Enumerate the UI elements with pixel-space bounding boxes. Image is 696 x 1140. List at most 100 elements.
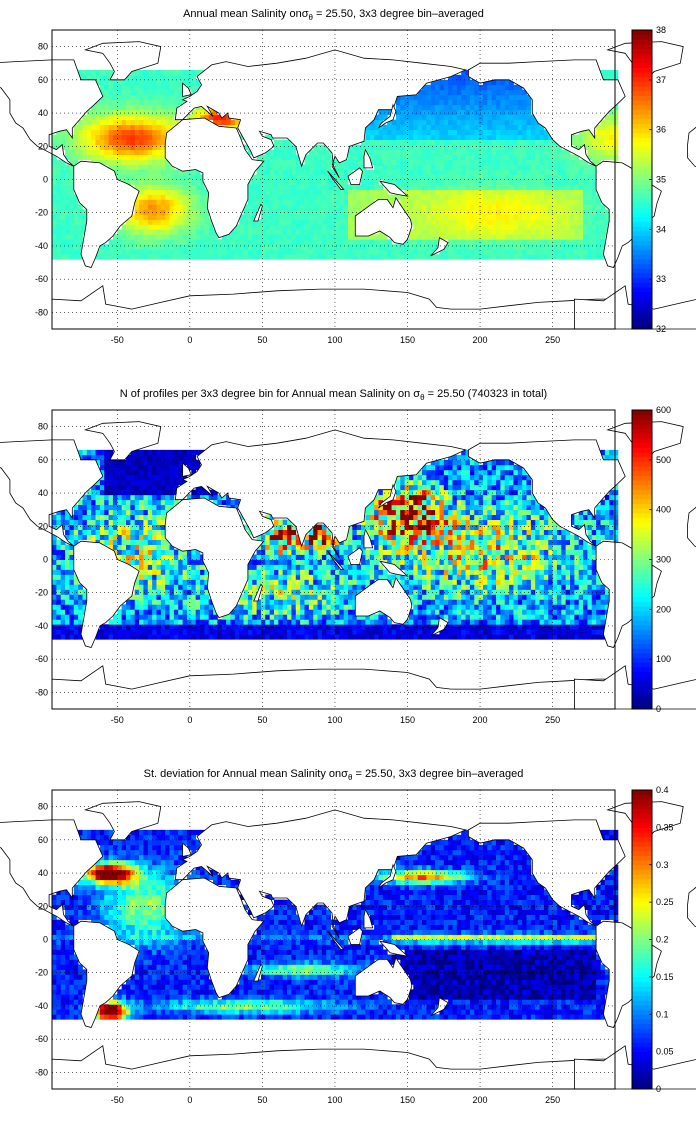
heatmap-cell (65, 584, 70, 590)
heatmap-cell (352, 629, 358, 635)
heatmap-cell (352, 249, 358, 255)
heatmap-cell (308, 574, 314, 580)
heatmap-cell (539, 574, 545, 580)
heatmap-cell (587, 234, 593, 240)
heatmap-cell (317, 599, 323, 605)
heatmap-cell (182, 189, 188, 195)
heatmap-cell (352, 219, 358, 225)
heatmap-cell (404, 564, 410, 570)
heatmap-cell (143, 254, 149, 260)
heatmap-cell (478, 569, 484, 575)
heatmap-cell (156, 144, 162, 150)
heatmap-cell (334, 254, 340, 260)
heatmap-cell (126, 634, 131, 640)
heatmap-cell (548, 219, 553, 225)
heatmap-cell (400, 134, 405, 141)
heatmap-cell (195, 109, 201, 116)
heatmap-cell (513, 99, 519, 106)
heatmap-cell (535, 219, 540, 225)
heatmap-cell (295, 224, 301, 230)
heatmap-cell (435, 149, 440, 155)
heatmap-cell (378, 189, 384, 195)
heatmap-cell (443, 119, 449, 126)
heatmap-cell (456, 124, 462, 131)
heatmap-cell (491, 169, 497, 175)
heatmap-cell (295, 559, 301, 565)
heatmap-cell (535, 164, 540, 170)
heatmap-cell (204, 599, 210, 605)
heatmap-cell (583, 599, 588, 605)
heatmap-cell (574, 564, 580, 570)
heatmap-cell (565, 629, 571, 635)
heatmap-cell (134, 589, 140, 595)
heatmap-cell (591, 624, 597, 630)
heatmap-cell (287, 589, 292, 595)
heatmap-cell (274, 624, 279, 630)
heatmap-cell (156, 184, 162, 190)
heatmap-cell (500, 564, 506, 570)
heatmap-cell (543, 174, 549, 180)
heatmap-cell (326, 614, 331, 620)
heatmap-cell (112, 244, 118, 250)
heatmap-cell (256, 239, 262, 245)
heatmap-cell (465, 564, 471, 570)
heatmap-cell (530, 254, 536, 260)
heatmap-cell (469, 84, 475, 91)
heatmap-cell (178, 194, 183, 200)
heatmap-cell (291, 149, 297, 155)
heatmap-cell (435, 199, 440, 205)
heatmap-cell (443, 109, 449, 116)
heatmap-cell (169, 594, 175, 600)
heatmap-cell (587, 624, 593, 630)
heatmap-cell (274, 214, 279, 220)
heatmap-cell (430, 104, 436, 111)
heatmap-cell (365, 614, 371, 620)
heatmap-cell (313, 194, 318, 200)
heatmap-cell (134, 244, 140, 250)
heatmap-cell (130, 114, 136, 121)
heatmap-cell (469, 219, 475, 225)
heatmap-cell (143, 99, 149, 106)
heatmap-cell (548, 254, 553, 260)
heatmap-cell (108, 124, 114, 131)
heatmap-cell (482, 579, 488, 585)
heatmap-cell (56, 629, 62, 635)
heatmap-cell (60, 559, 66, 565)
heatmap-cell (478, 234, 484, 240)
heatmap-cell (182, 209, 188, 215)
heatmap-cell (517, 604, 523, 610)
heatmap-cell (443, 564, 449, 570)
heatmap-cell (186, 249, 192, 255)
heatmap-cell (535, 144, 540, 150)
heatmap-cell (134, 99, 140, 106)
heatmap-cell (482, 94, 488, 101)
heatmap-cell (252, 199, 257, 205)
heatmap-cell (160, 564, 166, 570)
heatmap-cell (535, 619, 540, 625)
heatmap-cell (95, 109, 101, 116)
heatmap-cell (535, 244, 540, 250)
heatmap-cell (452, 169, 458, 175)
heatmap-cell (426, 194, 432, 200)
heatmap-cell (295, 619, 301, 625)
heatmap-cell (374, 619, 379, 625)
heatmap-cell (504, 579, 510, 585)
heatmap-cell (78, 594, 83, 600)
heatmap-cell (143, 569, 149, 575)
heatmap-cell (104, 149, 109, 155)
heatmap-cell (182, 614, 188, 620)
heatmap-cell (112, 619, 118, 625)
heatmap-cell (448, 604, 453, 610)
heatmap-cell (247, 624, 253, 630)
heatmap-cell (456, 574, 462, 580)
heatmap-cell (252, 564, 257, 570)
heatmap-cell (548, 609, 553, 615)
heatmap-cell (356, 589, 362, 595)
heatmap-cell (465, 239, 471, 245)
heatmap-cell (513, 89, 519, 96)
heatmap-cell (430, 584, 436, 590)
heatmap-cell (374, 239, 379, 245)
heatmap-cell (509, 119, 514, 126)
heatmap-cell (195, 564, 201, 570)
heatmap-cell (439, 184, 445, 190)
